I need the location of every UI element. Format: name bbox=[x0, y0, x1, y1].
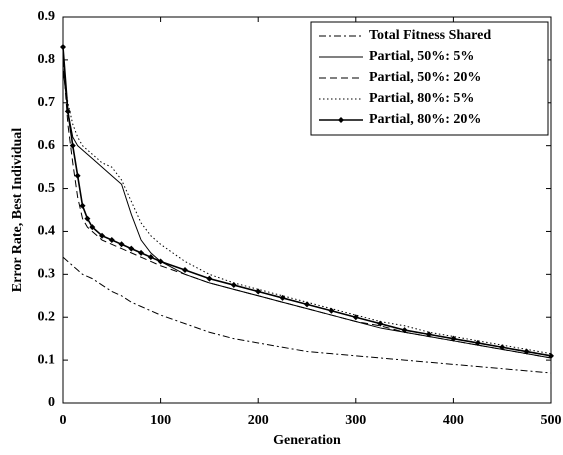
series-marker bbox=[426, 331, 432, 338]
series-marker bbox=[377, 320, 384, 327]
series-marker bbox=[147, 254, 154, 261]
series-marker bbox=[230, 282, 237, 289]
legend-label: Partial, 80%: 20% bbox=[369, 112, 481, 127]
series-marker bbox=[304, 301, 310, 308]
y-tick-label: 0.1 bbox=[38, 352, 56, 367]
series-line bbox=[62, 68, 552, 355]
y-axis-label: Error Rate, Best Individual bbox=[10, 128, 25, 292]
series-marker bbox=[118, 241, 125, 248]
x-axis-label: Generation bbox=[273, 433, 341, 448]
series-marker bbox=[79, 202, 86, 209]
x-tick-label: 300 bbox=[345, 413, 366, 428]
legend-label: Partial, 80%: 5% bbox=[369, 91, 474, 106]
series-line bbox=[62, 59, 552, 359]
y-tick-label: 0.9 bbox=[38, 9, 56, 24]
series-marker bbox=[157, 258, 164, 265]
series-marker bbox=[128, 245, 135, 252]
plot-frame bbox=[62, 16, 552, 404]
series-marker bbox=[352, 314, 359, 321]
y-tick-label: 0 bbox=[48, 395, 55, 410]
x-tick-label: 100 bbox=[150, 413, 171, 428]
legend-box bbox=[310, 21, 549, 136]
legend-marker bbox=[338, 117, 344, 123]
series-marker bbox=[74, 172, 81, 179]
y-tick-label: 0.4 bbox=[38, 224, 56, 239]
series-line bbox=[62, 256, 552, 374]
series-marker bbox=[206, 275, 213, 282]
series-marker bbox=[474, 339, 481, 346]
y-tick-label: 0.7 bbox=[38, 95, 56, 110]
legend-label: Total Fitness Shared bbox=[369, 28, 491, 43]
series-marker bbox=[84, 215, 91, 222]
series-marker bbox=[499, 344, 506, 351]
series-marker bbox=[138, 249, 145, 256]
y-tick-label: 0.8 bbox=[38, 52, 56, 67]
series-marker bbox=[450, 335, 457, 342]
x-tick-label: 200 bbox=[248, 413, 269, 428]
series-marker bbox=[328, 307, 335, 314]
series-marker bbox=[255, 288, 262, 295]
series-marker bbox=[69, 142, 76, 149]
y-tick-label: 0.5 bbox=[38, 181, 56, 196]
series-marker bbox=[64, 108, 71, 115]
series-marker bbox=[60, 44, 66, 51]
legend-label: Partial, 50%: 5% bbox=[369, 49, 474, 64]
y-tick-label: 0.2 bbox=[38, 309, 56, 324]
y-tick-label: 0.3 bbox=[38, 267, 56, 282]
series-marker bbox=[89, 224, 96, 231]
series-marker bbox=[279, 294, 286, 301]
y-tick-label: 0.6 bbox=[38, 138, 56, 153]
x-tick-label: 400 bbox=[443, 413, 464, 428]
series-marker bbox=[108, 237, 115, 244]
series-marker bbox=[523, 348, 530, 355]
series-marker bbox=[401, 327, 408, 334]
x-tick-label: 500 bbox=[541, 413, 562, 428]
legend-label: Partial, 50%: 20% bbox=[369, 70, 481, 85]
series-marker bbox=[99, 232, 106, 239]
x-tick-label: 0 bbox=[60, 413, 67, 428]
series-marker bbox=[182, 267, 188, 274]
series-marker bbox=[548, 352, 554, 359]
